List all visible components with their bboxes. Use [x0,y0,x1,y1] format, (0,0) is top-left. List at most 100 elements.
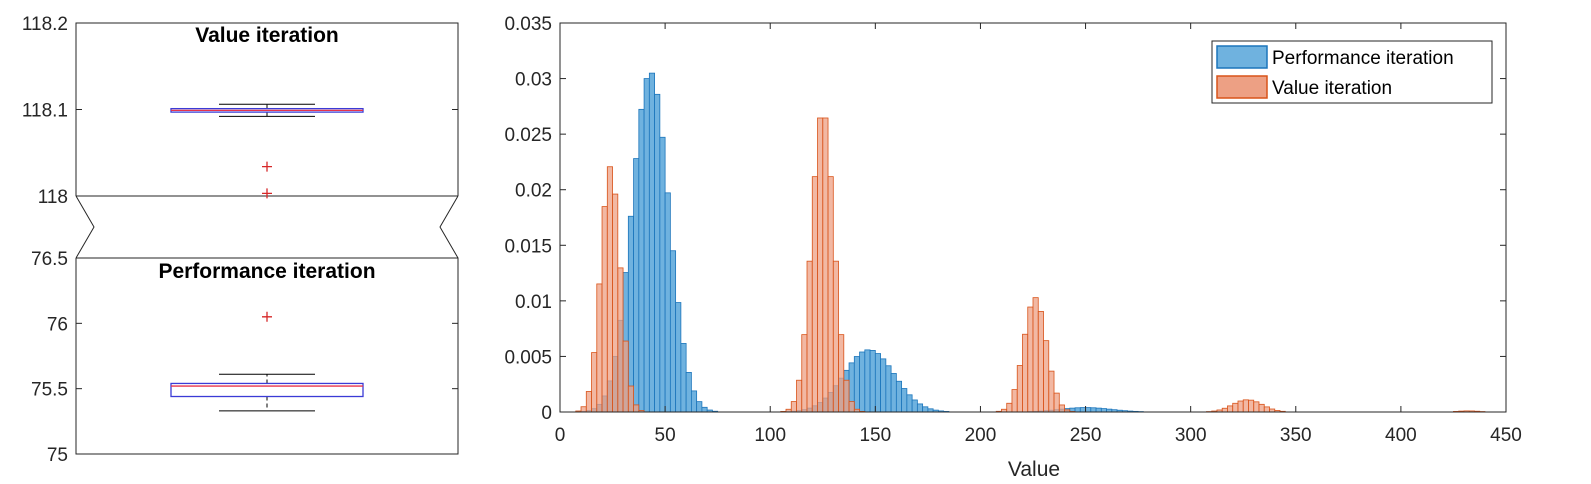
histogram-bar [916,403,924,413]
outlier-marker [262,188,272,199]
y-tick-label: 0 [541,403,552,424]
legend: Performance iteration Value iteration [1211,40,1493,104]
histogram-bar [596,283,603,413]
histogram-bar [796,379,803,413]
lower-panel-frame [75,257,459,455]
histogram-bar [701,406,708,413]
histogram-bar [895,380,903,413]
histogram-bar [1248,399,1255,413]
histogram-bar [622,340,629,413]
histogram-bar [664,192,671,413]
y-tick-label: 0.01 [515,292,552,313]
histogram-bar [659,136,666,413]
upper-panel-title: Value iteration [195,24,339,47]
histogram-bar [1027,306,1034,413]
histogram-bar [1258,403,1265,413]
histogram-bar [1043,340,1050,413]
y-tick-label: 0.035 [504,14,552,35]
histogram-bar [790,401,797,413]
histogram-bar [922,406,929,413]
value-iteration-bars [575,117,1486,413]
histogram-bar [848,401,855,413]
y-tick-label: 118.1 [22,101,68,122]
axis-break-left [75,195,95,259]
y-tick-label: 118 [38,187,68,208]
histogram-bar [648,72,655,413]
performance-iteration-box [170,311,364,412]
histogram-bar [675,302,682,413]
histogram-bar [1048,370,1055,413]
histogram-bar [680,343,687,413]
histogram-bar [1253,401,1260,413]
histogram-bar [1011,389,1018,413]
axis-break-right [439,195,459,259]
histogram-bar [1095,407,1102,413]
legend-label-value: Value iteration [1272,78,1392,99]
y-tick-label: 75 [47,445,68,466]
outlier-marker [262,161,272,172]
histogram-bar [1242,399,1249,413]
histogram-bar [606,166,613,413]
histogram-bar [801,334,808,413]
histogram-bar [627,215,634,413]
histogram-bar [827,176,834,413]
histogram-bar [690,390,698,413]
x-tick-label: 100 [754,425,786,446]
y-tick-label: 0.02 [515,181,552,202]
x-tick-label: 150 [859,425,891,446]
histogram-bar [901,388,908,413]
y-tick-label: 0.005 [504,347,552,368]
y-tick-label: 76.5 [31,249,68,270]
histogram-bar [822,117,829,413]
histogram-bar [638,108,645,413]
histogram-bar [669,250,677,413]
histogram-bar [627,385,634,413]
histogram-bar [1090,407,1097,413]
histogram-bar [1016,365,1023,413]
y-tick-label: 0.03 [515,70,552,91]
histogram-bar [1074,407,1081,413]
histogram-bar [1032,297,1039,413]
upper-panel-frame [75,22,459,259]
y-tick-label: 0.025 [504,125,552,146]
histogram-bar [817,117,824,413]
x-tick-label: 400 [1385,425,1417,446]
histogram-bar [591,352,598,413]
histogram-axes [559,22,1507,413]
histogram-bar [654,93,661,413]
histogram-bar [853,356,860,413]
histogram-bar [885,365,892,413]
box [170,382,364,398]
histogram-bar [643,78,650,413]
lower-y-ticks: 75 75.5 76 76.5 [31,249,458,466]
y-tick-label: 75.5 [31,380,68,401]
histogram-bar [1100,408,1107,413]
outlier-marker [262,311,272,322]
x-tick-label: 50 [655,425,676,446]
histogram-bar [633,404,640,413]
histogram-bar [1058,404,1065,413]
histogram-bar [906,394,913,413]
histogram-bar [580,406,587,413]
histogram-bar [806,260,813,413]
x-tick-label: 300 [1175,425,1207,446]
x-tick-label: 350 [1280,425,1312,446]
histogram-panel: 0 50 100 150 200 250 300 350 400 450 0 0.005 0.01 0.… [504,14,1521,481]
histogram-bar [696,401,703,413]
histogram-bar [1221,407,1228,413]
upper-y-ticks: 118 118.1 118.2 [22,14,458,208]
histogram-x-ticks: 0 50 100 150 200 250 300 350 400 450 [555,23,1522,446]
histogram-bar [869,350,876,413]
histogram-bar [633,158,640,413]
histogram-bar [838,334,845,413]
histogram-bar [1263,406,1270,413]
x-tick-label: 200 [965,425,997,446]
lower-frame-edges [75,257,459,455]
histogram-bar [874,353,881,413]
histogram-bar [1079,407,1086,413]
histogram-bar [1006,402,1013,413]
histogram-bar [1037,311,1044,413]
histogram-bar [1237,400,1244,413]
histogram-bar [685,372,692,413]
